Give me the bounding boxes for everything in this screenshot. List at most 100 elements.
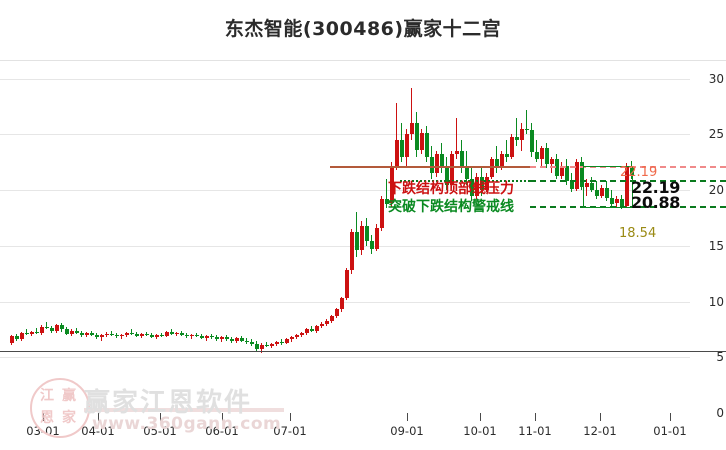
candle-body — [410, 123, 414, 135]
candlestick — [240, 336, 244, 342]
candle-body — [385, 199, 389, 204]
candle-body — [190, 334, 194, 337]
candle-body — [175, 332, 179, 334]
candle-body — [285, 339, 289, 343]
candle-body — [625, 166, 629, 206]
candle-wick — [121, 333, 123, 340]
candlestick — [110, 330, 114, 337]
candle-body — [495, 158, 499, 168]
candlestick — [90, 330, 94, 337]
candlestick — [440, 143, 444, 174]
candlestick — [450, 151, 454, 188]
candlestick — [395, 103, 399, 171]
candle-body — [470, 178, 474, 196]
candle-body — [25, 332, 29, 334]
candle-body — [600, 187, 604, 196]
resistance-line-dashed — [530, 165, 726, 168]
candle-body — [310, 329, 314, 331]
candlestick — [265, 341, 269, 348]
candle-body — [630, 166, 634, 176]
candle-body — [30, 331, 34, 334]
candle-body — [85, 332, 89, 335]
candle-body — [45, 327, 49, 329]
candle-body — [420, 133, 424, 150]
candle-body — [510, 136, 514, 157]
candlestick — [630, 161, 634, 179]
candle-wick — [386, 179, 388, 208]
candle-body — [540, 147, 544, 159]
candle-body — [185, 334, 189, 337]
x-axis-tick-label: 07-01 — [273, 424, 307, 438]
chart-plot-area: 30 25 20 15 10 5 0 — [0, 62, 726, 420]
y-axis-tick-label: 15 — [708, 238, 724, 253]
candlestick — [590, 176, 594, 193]
candlestick — [385, 179, 389, 208]
candle-body — [180, 332, 184, 335]
candle-body — [400, 139, 404, 157]
candlestick — [25, 329, 29, 335]
candlestick — [130, 329, 134, 335]
grid-line — [0, 357, 690, 359]
candlestick — [550, 156, 554, 174]
x-axis-baseline — [0, 351, 726, 352]
y-axis-tick-label: 30 — [708, 71, 724, 86]
candle-body — [525, 128, 529, 130]
x-axis-tick-label: 05-01 — [143, 424, 177, 438]
candle-body — [95, 334, 99, 338]
candlestick — [190, 333, 194, 340]
candle-body — [290, 337, 294, 340]
candlestick — [310, 326, 314, 332]
candlestick — [60, 322, 64, 332]
candlestick — [280, 339, 284, 346]
candlestick — [520, 123, 524, 152]
candle-wick — [176, 331, 178, 337]
candlestick — [120, 333, 124, 340]
candle-body — [360, 225, 364, 251]
candle-body — [130, 332, 134, 334]
candlestick — [100, 333, 104, 341]
candlestick — [625, 163, 629, 208]
x-axis-tick-label: 09-01 — [390, 424, 424, 438]
candlestick — [35, 328, 39, 334]
candlestick — [505, 140, 509, 163]
candlestick — [225, 335, 229, 341]
candlestick — [205, 335, 209, 341]
candle-body — [245, 340, 249, 342]
candlestick — [425, 125, 429, 163]
candle-body — [260, 345, 264, 350]
candlestick — [185, 332, 189, 339]
candle-body — [90, 332, 94, 335]
candlestick — [195, 332, 199, 338]
candlestick — [15, 333, 19, 341]
candlestick — [595, 181, 599, 200]
candle-wick — [396, 103, 398, 171]
candle-body — [155, 334, 159, 338]
candlestick — [330, 314, 334, 323]
candle-body — [575, 162, 579, 189]
candlestick — [370, 234, 374, 254]
candlestick — [515, 117, 519, 146]
candle-body — [565, 165, 569, 182]
grid-line — [0, 190, 690, 192]
candlestick — [215, 335, 219, 341]
candlestick — [285, 338, 289, 344]
candle-body — [220, 337, 224, 340]
candlestick — [510, 134, 514, 159]
candlestick — [135, 331, 139, 338]
candlestick — [535, 140, 539, 163]
candle-body — [15, 336, 19, 340]
candlestick — [40, 324, 44, 335]
candle-body — [300, 332, 304, 335]
candlestick — [20, 331, 24, 341]
candle-body — [170, 331, 174, 334]
title-divider — [0, 60, 726, 61]
candlestick — [255, 340, 259, 352]
candlestick — [325, 319, 329, 327]
candle-body — [515, 136, 519, 140]
candlestick — [335, 308, 339, 319]
candle-body — [295, 334, 299, 338]
candlestick — [610, 190, 614, 207]
candlestick — [345, 268, 349, 301]
candlestick — [375, 223, 379, 252]
candle-wick — [456, 117, 458, 159]
